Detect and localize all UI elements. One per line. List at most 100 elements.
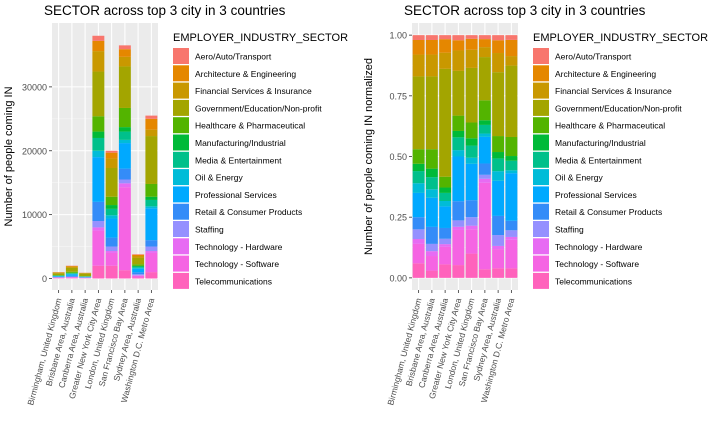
bar-segment [426, 251, 438, 256]
legend-label: Aero/Auto/Transport [555, 52, 632, 62]
legend-key [533, 221, 549, 237]
legend-key [533, 152, 549, 168]
bar-segment [413, 171, 425, 183]
legend-key [533, 83, 549, 99]
bar-segment [92, 202, 104, 221]
bar-segment [492, 181, 504, 216]
bar-segment [119, 169, 131, 180]
bar-segment [132, 258, 144, 264]
bar-segment [505, 268, 517, 278]
bar-segment [92, 41, 104, 51]
bar-segment [492, 249, 504, 268]
bar-segment [119, 187, 131, 270]
bar-segment [119, 143, 131, 169]
bar-segment [439, 193, 451, 201]
legend-label: Architecture & Engineering [555, 69, 656, 79]
bar-segment [92, 157, 104, 202]
bar-segment [413, 40, 425, 55]
bar-segment [106, 158, 118, 168]
bar-segment [452, 265, 464, 278]
bar-segment [505, 40, 517, 56]
bar-segment [466, 50, 478, 68]
bar-segment [413, 149, 425, 164]
bar-segment [479, 57, 491, 100]
legend-key [533, 238, 549, 254]
bar-segment [505, 66, 517, 137]
bar-segment [145, 197, 157, 200]
bar-segment [479, 137, 491, 164]
bar-segment [106, 218, 118, 237]
bar-segment [92, 151, 104, 157]
legend-key [533, 204, 549, 220]
bar-segment [413, 217, 425, 229]
legend-label: Professional Services [195, 190, 277, 200]
bar-segment [492, 235, 504, 246]
bar-segment [505, 173, 517, 221]
bar-segment [492, 136, 504, 152]
bar-segment [492, 246, 504, 249]
legend-label: Government/Education/Non-profit [555, 103, 682, 113]
bar-segment [452, 116, 464, 131]
bar-segment [92, 138, 104, 151]
legend-label: Staffing [555, 225, 584, 235]
bar-segment [466, 68, 478, 123]
bar-segment [426, 40, 438, 55]
legend-label: Aero/Auto/Transport [195, 52, 272, 62]
bar-segment [132, 274, 144, 275]
bar-segment [479, 269, 491, 278]
bar-segment [413, 193, 425, 217]
bar-segment [145, 206, 157, 208]
bar-segment [145, 116, 157, 119]
legend-key [533, 135, 549, 151]
chart-title: SECTOR across top 3 city in 3 countries [404, 3, 646, 18]
bar-segment [466, 35, 478, 39]
bar-segment [466, 254, 478, 278]
bar-segment [466, 146, 478, 158]
y-tick-label: 20000 [22, 146, 47, 156]
bar-segment [106, 253, 118, 266]
bar-segment [492, 53, 504, 72]
bar-segment [439, 35, 451, 39]
bar-segment [452, 150, 464, 156]
bar-segment [106, 151, 118, 153]
bar-segment [492, 268, 504, 278]
bar-segment [66, 266, 78, 267]
legend-label: Technology - Hardware [195, 242, 283, 252]
bar-segment [452, 35, 464, 40]
bar-segment [132, 278, 144, 279]
bar-segment [479, 47, 491, 57]
legend-key [173, 48, 189, 64]
bar-segment [119, 49, 131, 57]
normalized-bar-chart: SECTOR across top 3 city in 3 countries 0… [360, 0, 720, 432]
legend-key [173, 152, 189, 168]
bar-segment [79, 277, 91, 278]
bar-segment [492, 216, 504, 235]
legend-label: Telecommunications [195, 276, 272, 286]
bar-segment [505, 35, 517, 40]
legend-key [173, 204, 189, 220]
legend-label: Technology - Hardware [555, 242, 643, 252]
bar-segment [439, 39, 451, 52]
legend-key [173, 65, 189, 81]
bar-segment [106, 238, 118, 247]
bar-segment [439, 228, 451, 239]
y-tick-label: 0.25 [389, 213, 407, 223]
bar-segment [505, 161, 517, 171]
bar-segment [479, 100, 491, 120]
bar-segment [145, 251, 157, 253]
bar-segment [106, 209, 118, 215]
bar-segment [413, 76, 425, 149]
bar-segment [466, 158, 478, 164]
bar-segment [119, 183, 131, 187]
bar-segment [492, 171, 504, 181]
bar-segment [119, 108, 131, 127]
bar-segment [119, 127, 131, 131]
bar-segment [145, 272, 157, 278]
bar-segment [132, 269, 144, 273]
bar-segment [413, 239, 425, 244]
plot-panel [52, 23, 158, 290]
legend-label: Media & Entertainment [555, 155, 642, 165]
bar-segment [66, 268, 78, 272]
bar-segment [426, 271, 438, 278]
legend-label: Architecture & Engineering [195, 69, 296, 79]
